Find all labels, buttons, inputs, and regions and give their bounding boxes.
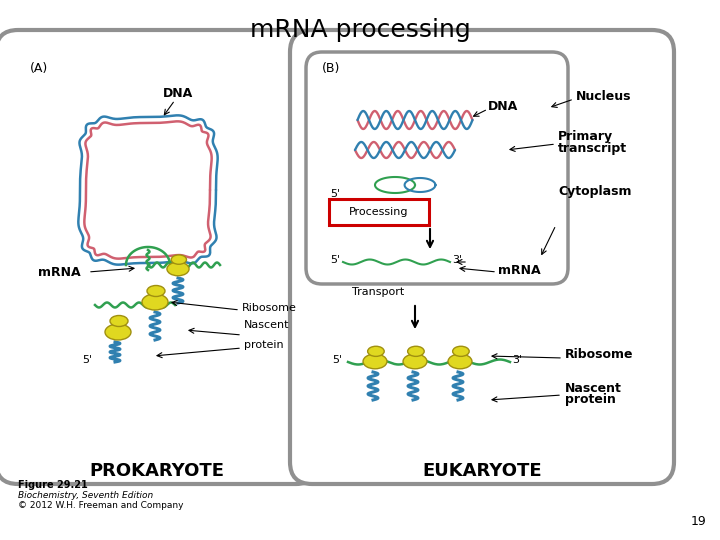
Ellipse shape [171, 255, 186, 264]
Text: Ribosome: Ribosome [242, 303, 297, 313]
Ellipse shape [403, 354, 427, 369]
Ellipse shape [453, 346, 469, 356]
Text: Primary: Primary [558, 130, 613, 143]
Text: transcript: transcript [558, 142, 627, 155]
Text: Transport: Transport [352, 287, 404, 297]
Text: Nucleus: Nucleus [576, 90, 631, 103]
Text: Nascent: Nascent [244, 320, 289, 330]
FancyBboxPatch shape [0, 30, 318, 484]
Text: Biochemistry, Seventh Edition: Biochemistry, Seventh Edition [18, 491, 153, 500]
Text: (B): (B) [322, 62, 341, 75]
Text: © 2012 W.H. Freeman and Company: © 2012 W.H. Freeman and Company [18, 501, 184, 510]
Text: PROKARYOTE: PROKARYOTE [89, 462, 225, 480]
Ellipse shape [105, 324, 131, 340]
Ellipse shape [408, 346, 424, 356]
Ellipse shape [167, 262, 189, 276]
Text: (A): (A) [30, 62, 48, 75]
Text: protein: protein [565, 393, 616, 406]
Ellipse shape [147, 286, 165, 296]
Ellipse shape [110, 315, 128, 327]
Text: 3': 3' [452, 255, 462, 265]
Text: EUKARYOTE: EUKARYOTE [422, 462, 542, 480]
Text: 5': 5' [330, 255, 340, 265]
Text: 5': 5' [82, 355, 92, 365]
Text: DNA: DNA [163, 87, 193, 100]
Text: mRNA processing: mRNA processing [250, 18, 470, 42]
Text: 19: 19 [690, 515, 706, 528]
Text: Nascent: Nascent [565, 382, 622, 395]
Text: protein: protein [244, 340, 284, 350]
Ellipse shape [448, 354, 472, 369]
Text: mRNA: mRNA [498, 264, 541, 276]
FancyBboxPatch shape [306, 52, 568, 284]
FancyBboxPatch shape [290, 30, 674, 484]
Text: Cytoplasm: Cytoplasm [558, 185, 631, 198]
Text: 3': 3' [512, 355, 522, 365]
Ellipse shape [363, 354, 387, 369]
Text: Processing: Processing [349, 207, 409, 217]
Text: Figure 29.21: Figure 29.21 [18, 480, 88, 490]
FancyBboxPatch shape [329, 199, 429, 225]
Ellipse shape [368, 346, 384, 356]
Text: mRNA: mRNA [38, 266, 81, 279]
Text: 5': 5' [330, 189, 340, 199]
Text: 5': 5' [332, 355, 342, 365]
Text: Ribosome: Ribosome [565, 348, 634, 361]
Text: DNA: DNA [488, 100, 518, 113]
Ellipse shape [142, 294, 168, 310]
